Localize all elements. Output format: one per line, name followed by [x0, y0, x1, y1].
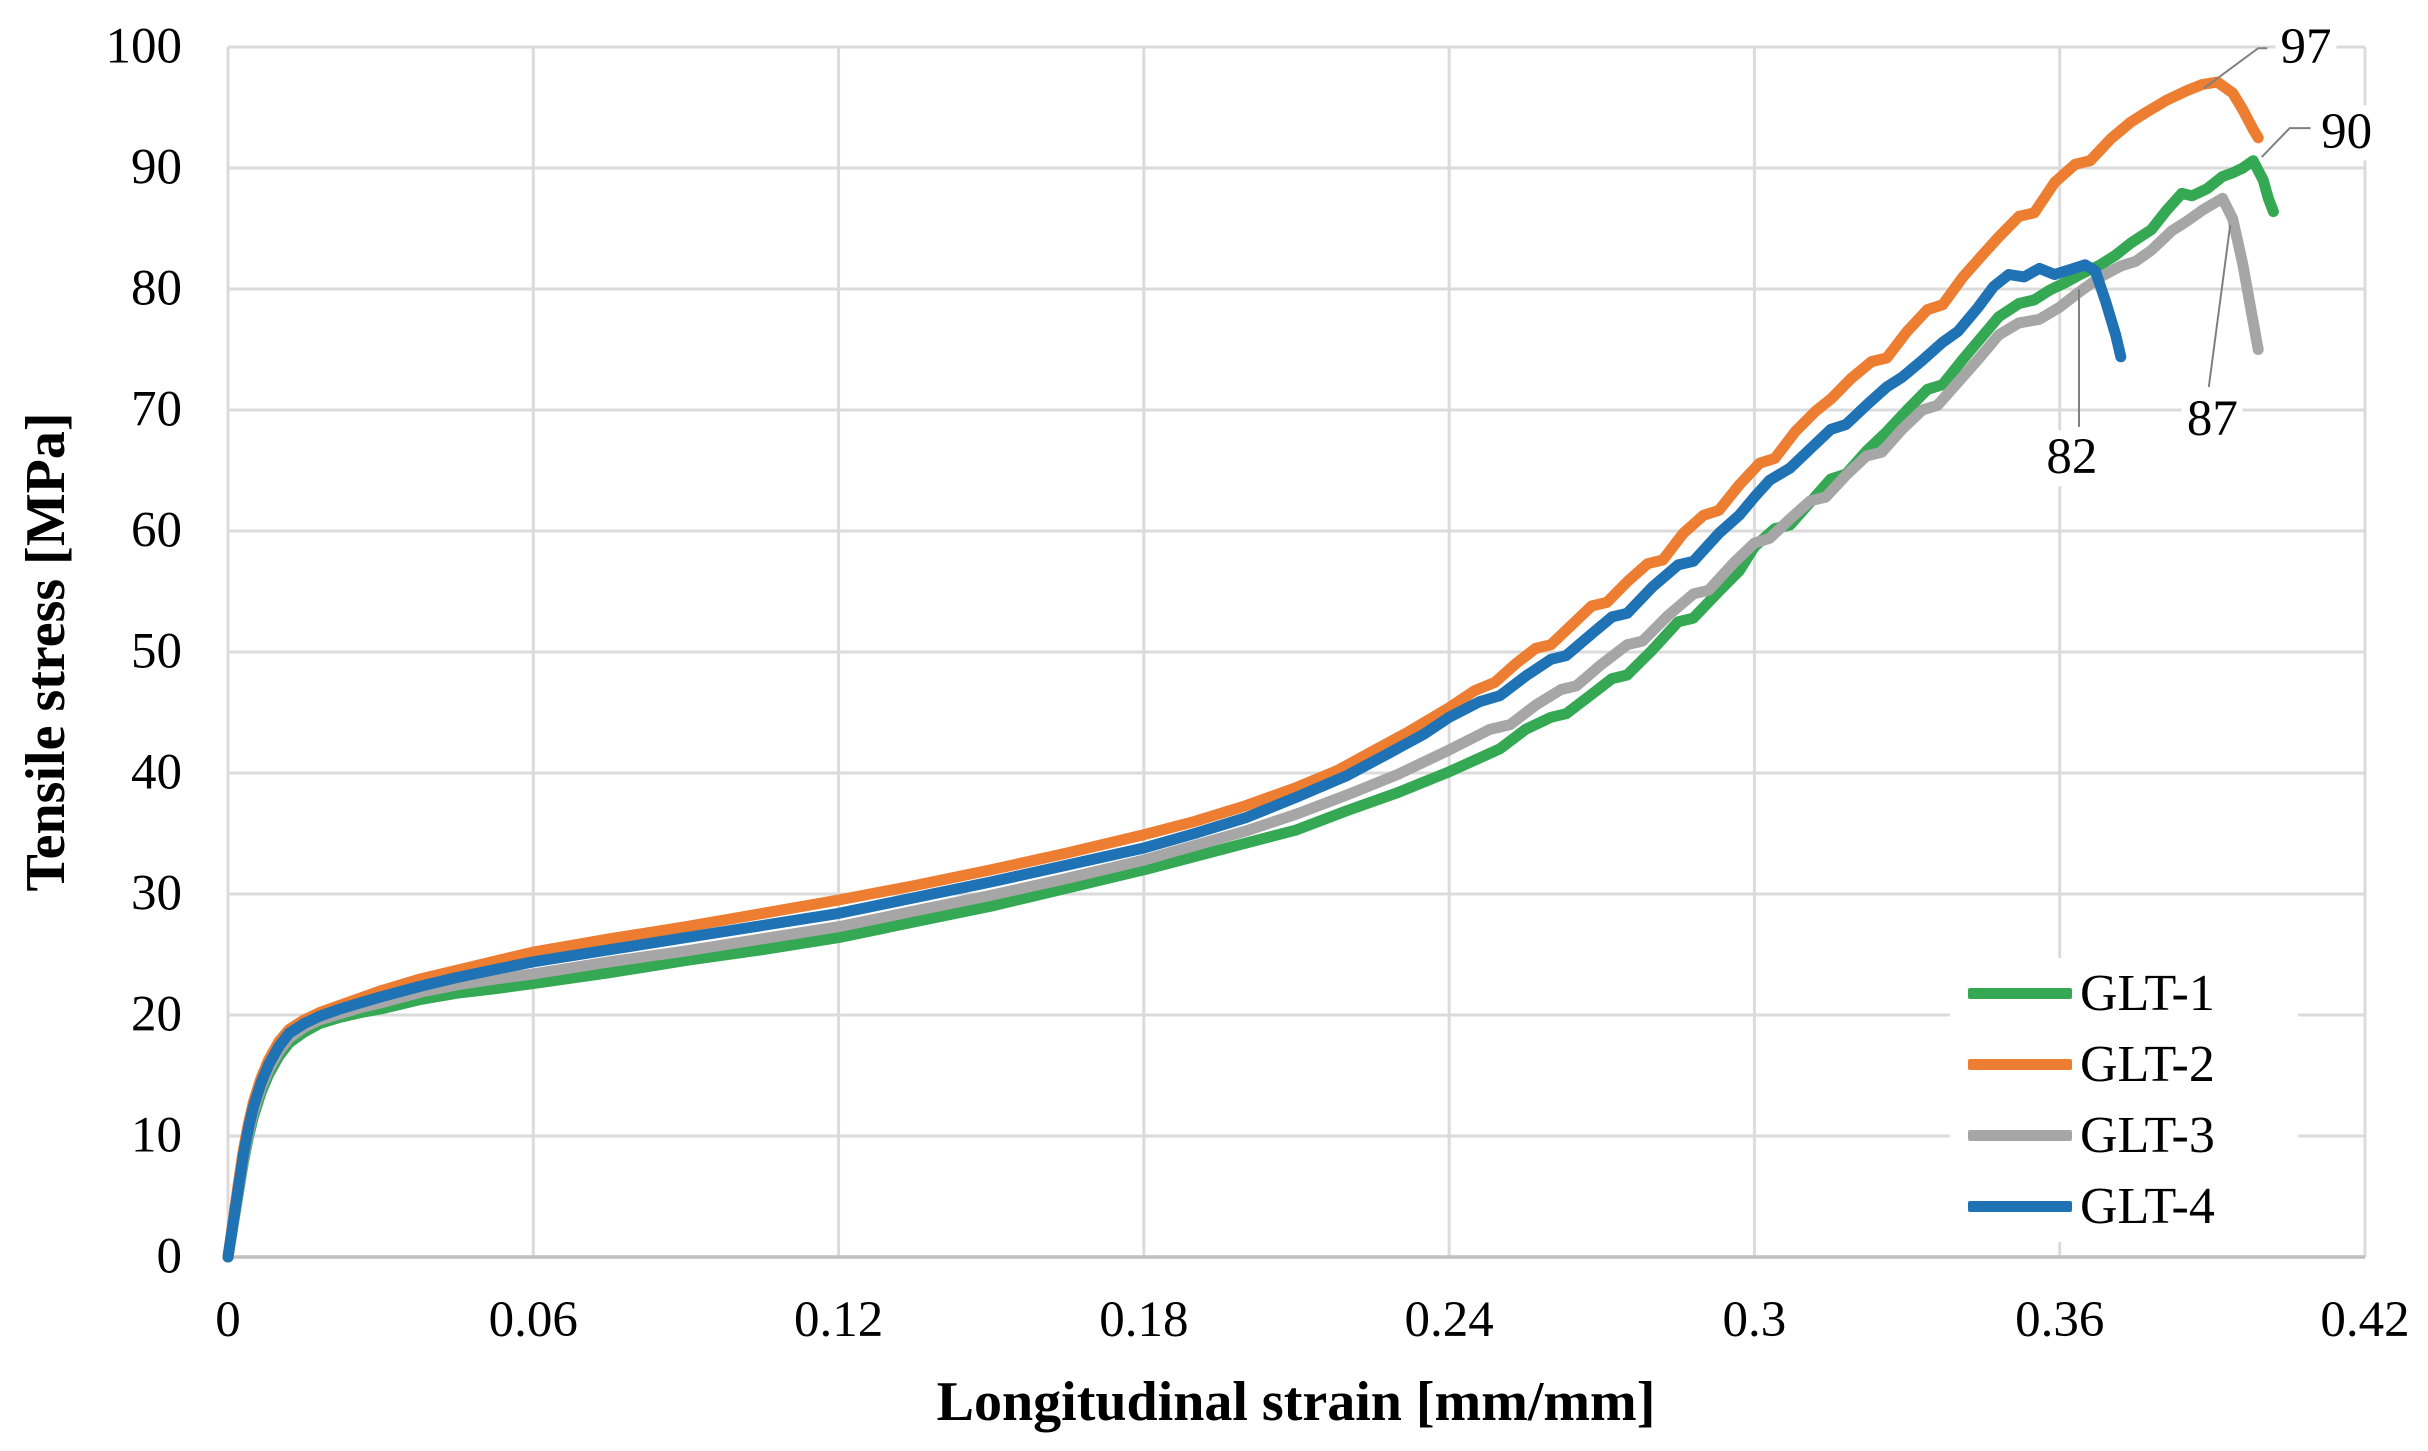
- legend-label-glt-4: GLT-4: [2080, 1177, 2215, 1235]
- y-tick-label-90: 90: [131, 139, 182, 196]
- peak-label-82: 82: [2041, 430, 2103, 487]
- y-tick-label-60: 60: [131, 502, 182, 559]
- leader-line-90: [2260, 127, 2311, 158]
- legend-label-glt-2: GLT-2: [2080, 1035, 2215, 1093]
- y-tick-label-80: 80: [131, 260, 182, 317]
- legend-label-glt-1: GLT-1: [2080, 964, 2215, 1022]
- y-tick-label-50: 50: [131, 623, 182, 680]
- legend-swatch-glt-3: [1968, 1130, 2072, 1141]
- legend-item-glt-1: GLT-1: [1950, 958, 2298, 1029]
- legend-swatch-glt-4: [1968, 1201, 2072, 1212]
- x-axis-title: Longitudinal strain [mm/mm]: [936, 1371, 1656, 1433]
- y-tick-label-20: 20: [131, 986, 182, 1043]
- y-tick-label-0: 0: [156, 1228, 183, 1285]
- peak-label-97: 97: [2275, 20, 2337, 76]
- x-tick-label-0.12: 0.12: [793, 1292, 884, 1348]
- x-tick-label-0: 0: [215, 1292, 241, 1348]
- x-tick-label-0.18: 0.18: [1099, 1292, 1189, 1348]
- y-tick-label-10: 10: [131, 1107, 182, 1164]
- legend: GLT-1 GLT-2 GLT-3 GLT-4: [1950, 958, 2298, 1242]
- y-tick-label-30: 30: [131, 865, 182, 922]
- x-tick-label-0.06: 0.06: [488, 1292, 578, 1348]
- x-tick-label-0.42: 0.42: [2320, 1292, 2410, 1348]
- y-tick-label-40: 40: [131, 744, 182, 801]
- legend-item-glt-3: GLT-3: [1950, 1100, 2298, 1171]
- leader-line-87: [2207, 224, 2232, 388]
- gridlines: [226, 45, 2367, 1257]
- annotation-leader-lines: [2078, 47, 2311, 427]
- y-tick-label-70: 70: [131, 381, 182, 438]
- peak-label-87: 87: [2181, 391, 2243, 448]
- legend-swatch-glt-2: [1968, 1059, 2072, 1070]
- legend-swatch-glt-1: [1968, 988, 2072, 999]
- legend-item-glt-4: GLT-4: [1950, 1171, 2298, 1242]
- legend-item-glt-2: GLT-2: [1950, 1029, 2298, 1100]
- data-series-curves: [222, 76, 2279, 1263]
- x-tick-label-0.3: 0.3: [1722, 1292, 1787, 1348]
- legend-label-glt-3: GLT-3: [2080, 1106, 2215, 1164]
- y-tick-label-100: 100: [105, 18, 183, 75]
- x-tick-label-0.24: 0.24: [1404, 1292, 1494, 1348]
- x-tick-label-0.36: 0.36: [2015, 1292, 2105, 1348]
- leader-line-97: [2203, 47, 2268, 89]
- peak-label-90: 90: [2316, 105, 2378, 161]
- curve-glt-4: [222, 259, 2127, 1263]
